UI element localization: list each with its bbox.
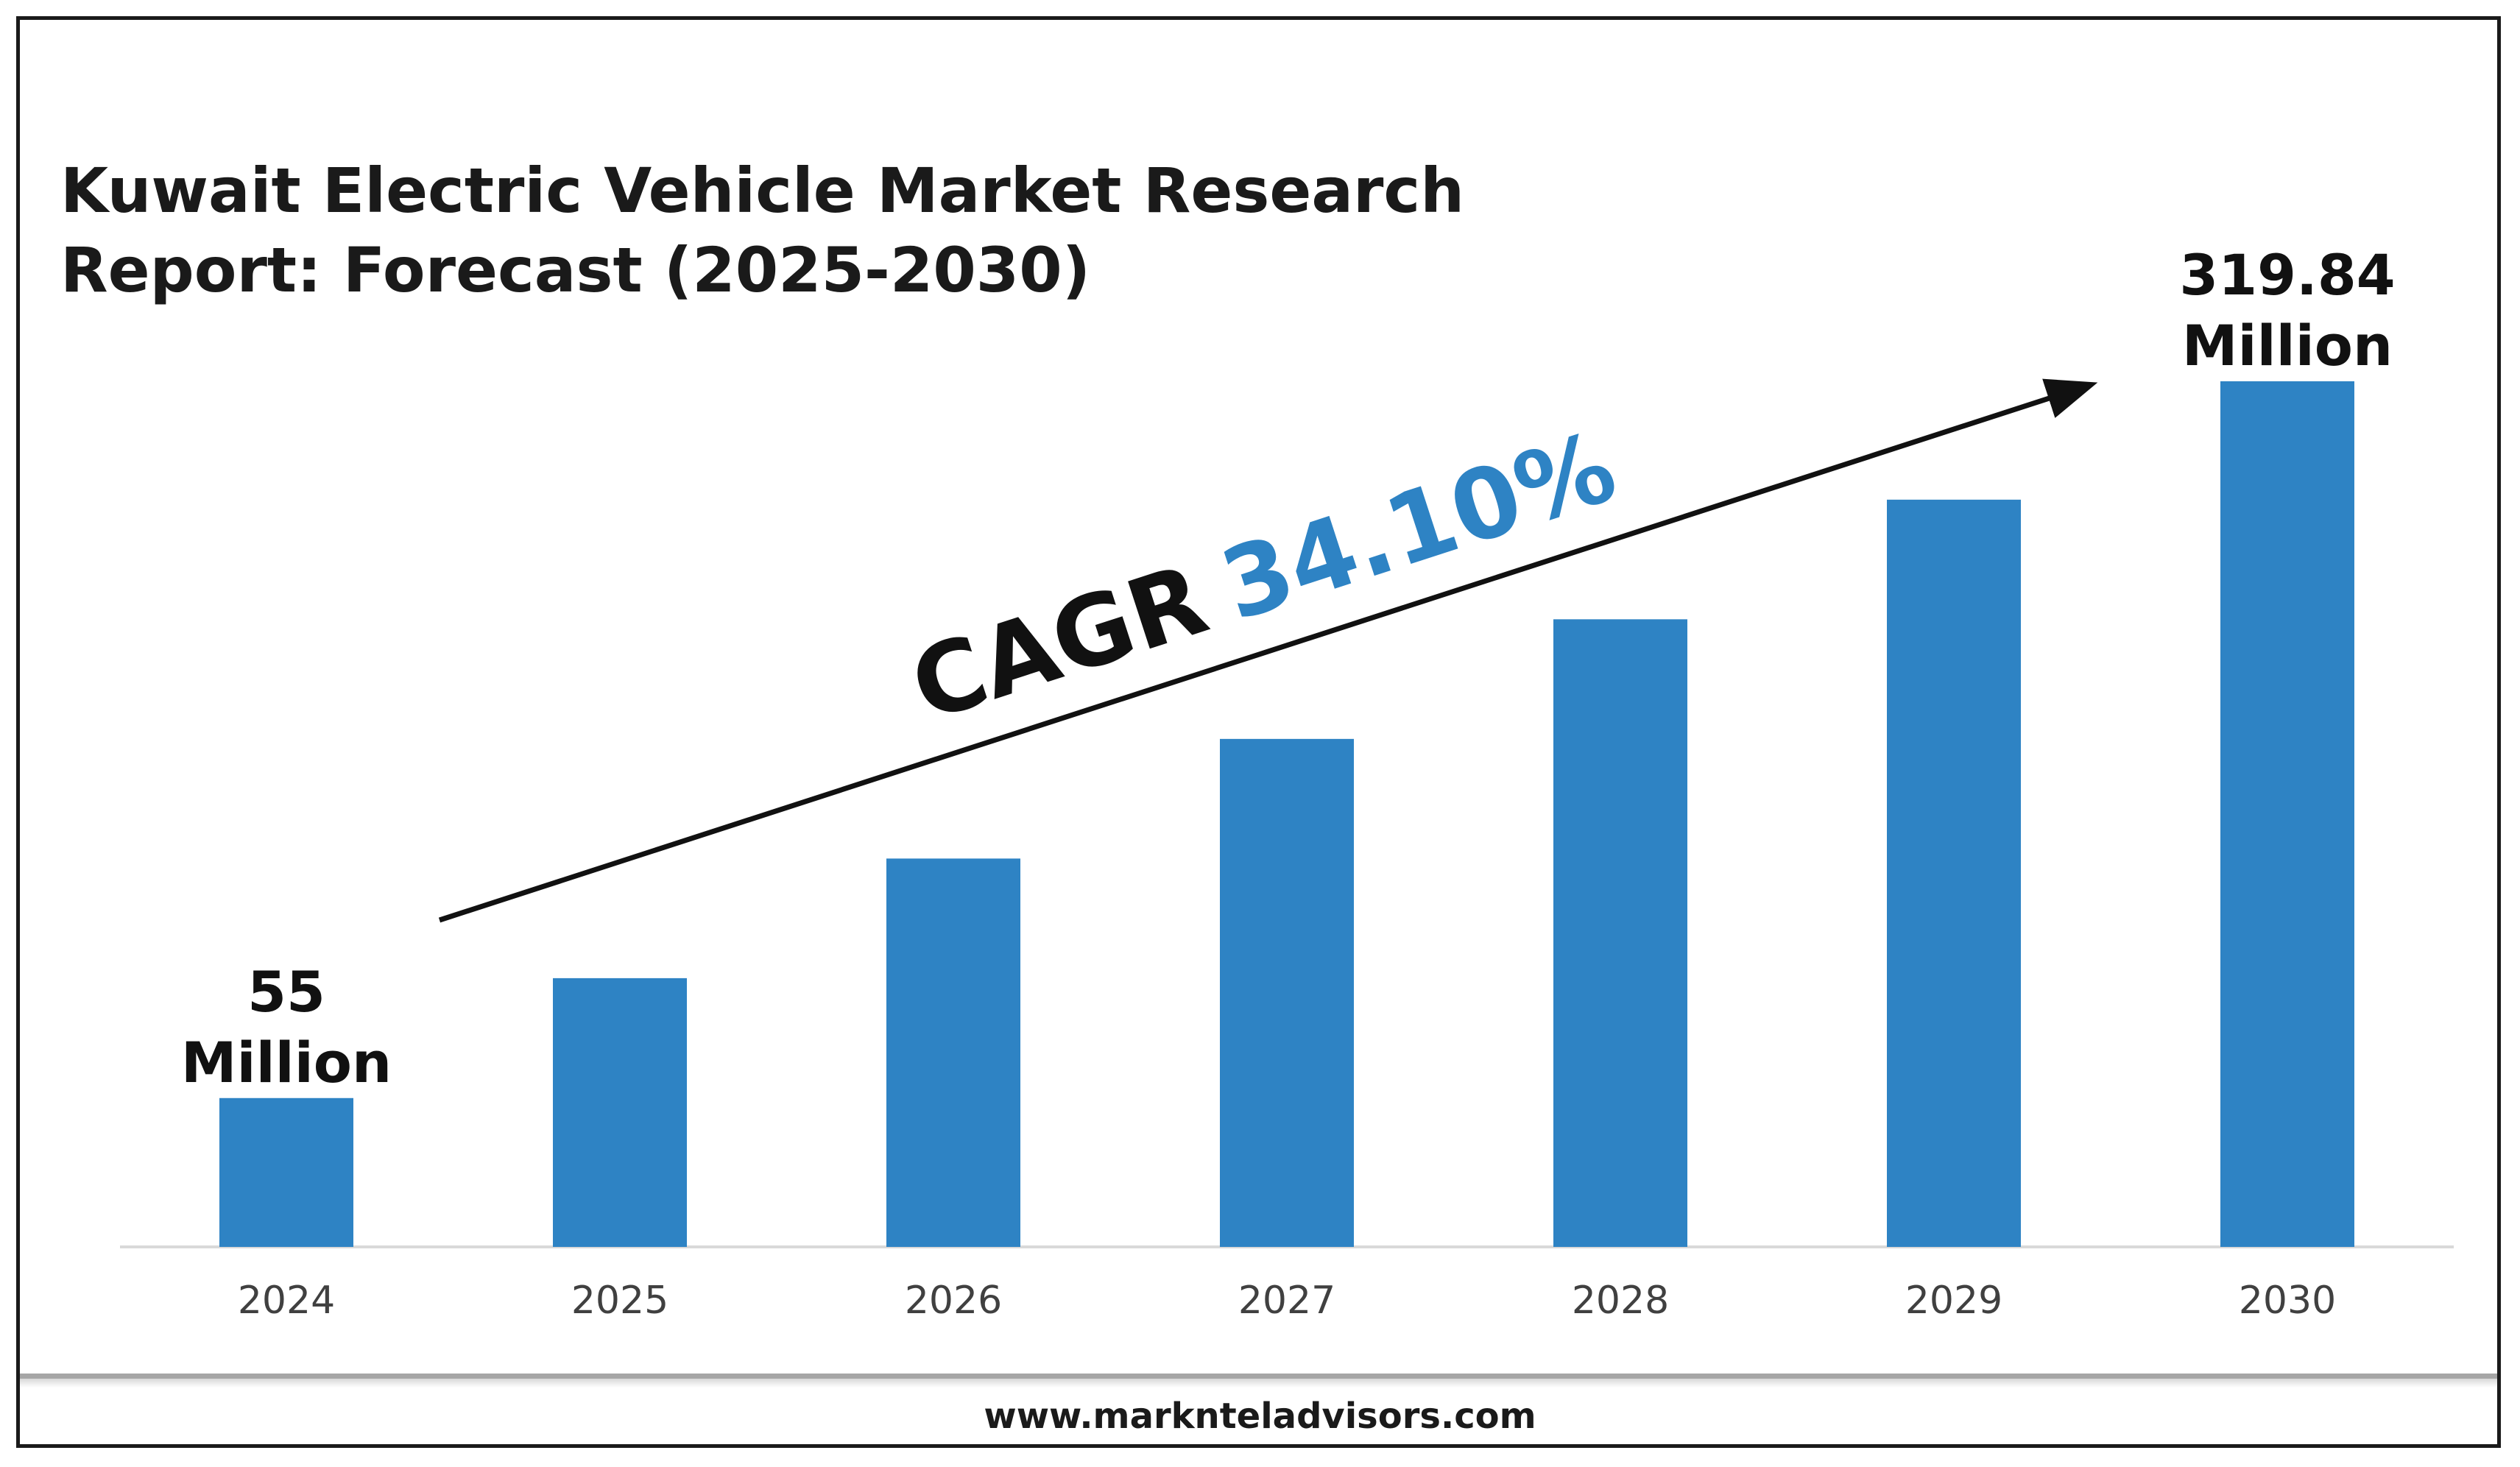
bar-2028 <box>1553 619 1687 1247</box>
footer-divider <box>20 1374 2497 1379</box>
bar-2025 <box>553 978 687 1247</box>
chart-title: Kuwait Electric Vehicle Market Research … <box>60 151 1464 310</box>
x-tick-label-2024: 2024 <box>238 1279 335 1323</box>
x-tick-label-2028: 2028 <box>1572 1279 1669 1323</box>
bar-2024 <box>219 1097 353 1247</box>
bar-2026 <box>886 858 1020 1247</box>
footer-website: www.marknteladvisors.com <box>984 1396 1536 1437</box>
cagr-value: 34.10% <box>1209 410 1628 643</box>
x-tick-label-2025: 2025 <box>571 1279 668 1323</box>
data-label-value-2024: 55 <box>247 959 325 1025</box>
chart-title-line-1: Kuwait Electric Vehicle Market Research <box>60 155 1465 227</box>
cagr-annotation: CAGR34.10% <box>898 410 1628 743</box>
data-label-unit-2024: Million <box>181 1030 392 1095</box>
cagr-trend-arrow <box>438 378 2098 923</box>
chart-title-line-2: Report: Forecast (2025-2030) <box>60 234 1091 306</box>
footer-divider-shadow <box>20 1379 2497 1388</box>
x-tick-label-2030: 2030 <box>2239 1279 2336 1323</box>
x-tick-label-2026: 2026 <box>905 1279 1002 1323</box>
bar-2030 <box>2220 381 2354 1247</box>
data-label-unit-2030: Million <box>2182 313 2393 378</box>
data-label-value-2030: 319.84 <box>2179 242 2395 308</box>
x-tick-label-2029: 2029 <box>1905 1279 2002 1323</box>
cagr-prefix: CAGR <box>898 543 1220 744</box>
x-tick-label-2027: 2027 <box>1238 1279 1335 1323</box>
bar-2027 <box>1220 738 1354 1247</box>
bar-2029 <box>1887 499 2021 1247</box>
